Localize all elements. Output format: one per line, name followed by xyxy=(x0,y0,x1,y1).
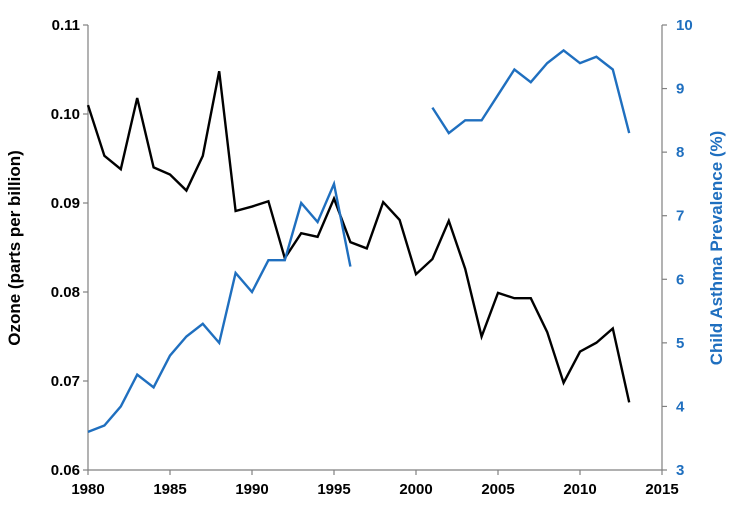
y-right-tick-label: 9 xyxy=(676,81,684,98)
y-right-tick-label: 3 xyxy=(676,462,684,479)
y-right-tick-label: 10 xyxy=(676,17,693,34)
x-tick-label: 2005 xyxy=(481,481,514,498)
y-axis-right-title: Child Asthma Prevalence (%) xyxy=(707,131,726,366)
y-left-tick-label: 0.10 xyxy=(51,106,80,123)
y-axis-left-title: Ozone (parts per billion) xyxy=(5,150,24,346)
y-right-tick-label: 7 xyxy=(676,208,684,225)
asthma-series-line-segment-2 xyxy=(431,48,631,135)
x-tick-label: 2010 xyxy=(563,481,596,498)
y-right-tick-label: 8 xyxy=(676,144,684,161)
y-left-tick-label: 0.11 xyxy=(52,17,80,34)
x-tick-label: 2000 xyxy=(399,481,432,498)
y-left-tick-label: 0.08 xyxy=(51,284,80,301)
y-left-tick-label: 0.09 xyxy=(51,195,80,212)
tick-labels: 1980 1985 1990 1995 2000 2005 2010 2015 0.06 0.07… xyxy=(51,17,693,498)
y-right-tick-label: 4 xyxy=(676,398,685,415)
x-tick-label: 1990 xyxy=(235,481,268,498)
y-right-tick-label: 5 xyxy=(676,335,684,352)
x-tick-label: 1995 xyxy=(317,481,350,498)
y-right-tick-label: 6 xyxy=(676,271,684,288)
series-lines xyxy=(86,48,631,433)
ozone-series-line xyxy=(86,71,631,403)
y-left-tick-label: 0.07 xyxy=(51,373,80,390)
axes xyxy=(83,24,667,475)
y-left-tick-label: 0.06 xyxy=(51,462,80,479)
x-tick-label: 2015 xyxy=(645,481,678,498)
x-tick-label: 1980 xyxy=(71,481,104,498)
asthma-series-line-segment-1 xyxy=(87,179,352,433)
x-tick-label: 1985 xyxy=(153,481,186,498)
